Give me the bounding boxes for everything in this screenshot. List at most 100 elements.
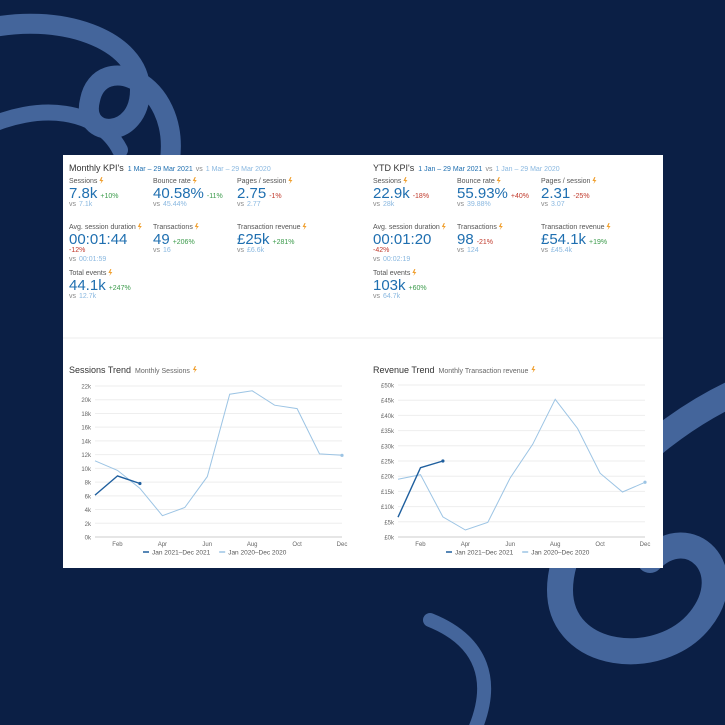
metric-label: Transaction revenue (541, 224, 605, 231)
metric-change: -1% (269, 193, 281, 200)
y-tick-label: 10k (81, 467, 92, 473)
metric-label: Total events (373, 270, 411, 277)
comparison-period: 1 Jan – 29 Mar 2020 (495, 166, 559, 173)
bolt-icon (592, 177, 597, 184)
bolt-icon (606, 223, 611, 230)
metric-change: +19% (589, 239, 607, 246)
y-tick-label: 0k (85, 536, 92, 542)
panel-title: Monthly KPI's (69, 163, 124, 173)
bolt-icon (496, 177, 501, 184)
y-tick-label: 16k (81, 426, 92, 432)
metric-change: +206% (173, 239, 195, 246)
metric-label: Transaction revenue (237, 224, 301, 231)
metric-change: +281% (273, 239, 295, 246)
chart-subtitle: Monthly Sessions (135, 368, 190, 375)
metric-change: -25% (573, 193, 589, 200)
y-tick-label: 2k (85, 522, 92, 528)
y-tick-label: 4k (85, 508, 92, 514)
metric-comparison: 2.77 (247, 201, 261, 208)
legend-label: Jan 2020–Dec 2020 (531, 550, 590, 557)
bolt-icon (441, 223, 446, 230)
vs-label: vs (237, 201, 245, 208)
metric-comparison: 16 (163, 247, 171, 254)
vs-label: vs (69, 293, 77, 300)
metric-value: 00:01:44 (69, 231, 127, 248)
end-point (340, 453, 344, 457)
metric-comparison: 28k (383, 201, 395, 208)
metric-comparison: 00:01:59 (79, 256, 106, 263)
x-tick-label: Oct (595, 542, 605, 548)
metric-comparison: 12.7k (79, 293, 97, 300)
metric-comparison: 124 (467, 247, 479, 254)
y-tick-label: 6k (85, 494, 92, 500)
vs-label: vs (153, 247, 161, 254)
y-tick-label: 18k (81, 412, 92, 418)
metric-change: +247% (109, 285, 131, 292)
metric-label: Sessions (69, 178, 98, 185)
bolt-icon (137, 223, 142, 230)
chart-subtitle: Monthly Transaction revenue (439, 368, 529, 375)
y-tick-label: £10k (381, 505, 395, 511)
y-tick-label: 8k (85, 481, 92, 487)
bolt-icon (194, 223, 199, 230)
vs-label: vs (69, 256, 77, 263)
metric-label: Transactions (153, 224, 193, 231)
metric-comparison: 3.07 (551, 201, 565, 208)
y-tick-label: £0k (384, 536, 395, 542)
y-tick-label: £40k (381, 414, 395, 420)
metric-comparison: 39.88% (467, 201, 491, 208)
chart-title: Revenue Trend (373, 365, 435, 375)
metric-comparison: £6.6k (247, 247, 265, 254)
vs-label: vs (457, 247, 465, 254)
end-point (441, 459, 445, 463)
metric-value: 55.93% (457, 185, 508, 202)
vs-label: vs (373, 256, 381, 263)
bolt-icon (99, 177, 104, 184)
vs-label: vs (373, 293, 381, 300)
metric-label: Avg. session duration (373, 224, 440, 231)
x-tick-label: Aug (550, 542, 561, 548)
metric-label: Pages / session (541, 178, 591, 185)
metric-label: Sessions (373, 178, 402, 185)
vs-label: vs (237, 247, 245, 254)
bolt-icon (531, 366, 536, 373)
metric-label: Transactions (457, 224, 497, 231)
vs-label: vs (153, 201, 161, 208)
bolt-icon (412, 269, 417, 276)
metric-comparison: £45.4k (551, 247, 573, 254)
x-tick-label: Jun (505, 542, 515, 548)
metric-comparison: 7.1k (79, 201, 93, 208)
y-tick-label: £30k (381, 444, 395, 450)
end-point (138, 481, 142, 486)
metric-change: -12% (69, 247, 85, 254)
metric-change: -18% (413, 193, 429, 200)
metric-value: 103k (373, 277, 406, 294)
vs-label: vs (69, 201, 77, 208)
metric-change: -42% (373, 247, 389, 254)
metric-change: +10% (100, 193, 118, 200)
y-tick-label: 20k (81, 398, 92, 404)
swirl (423, 613, 492, 725)
metric-value: 22.9k (373, 185, 410, 202)
metric-value: 49 (153, 231, 170, 248)
vs-label: vs (541, 247, 549, 254)
vs-label: vs (196, 166, 204, 173)
bolt-icon (498, 223, 503, 230)
vs-label: vs (541, 201, 549, 208)
vs-label: vs (373, 201, 381, 208)
metric-label: Total events (69, 270, 107, 277)
y-tick-label: 22k (81, 385, 92, 391)
x-tick-label: Apr (158, 542, 167, 548)
metric-comparison: 45.44% (163, 201, 187, 208)
metric-value: 7.8k (69, 185, 98, 202)
legend-label: Jan 2021–Dec 2021 (455, 550, 514, 557)
y-tick-label: £20k (381, 475, 395, 481)
x-tick-label: Jun (202, 542, 212, 548)
metric-value: 40.58% (153, 185, 204, 202)
series-line (94, 390, 343, 517)
x-tick-label: Aug (247, 542, 258, 548)
metric-change: -21% (477, 239, 493, 246)
period: 1 Mar – 29 Mar 2021 (128, 166, 193, 173)
